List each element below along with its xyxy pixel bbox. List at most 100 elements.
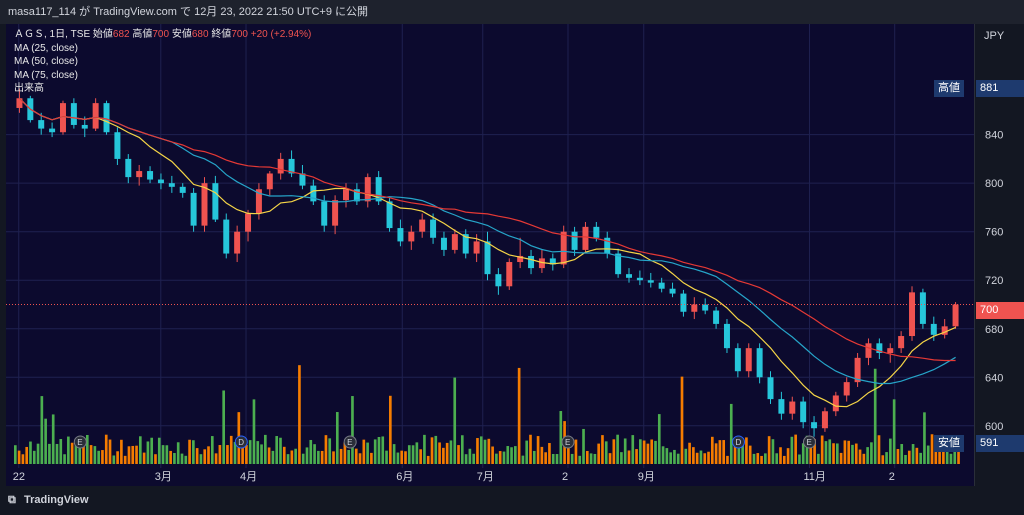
- y-tick-label: 720: [985, 275, 1003, 287]
- candle-body: [919, 292, 926, 324]
- tradingview-logo[interactable]: ⧉ TradingView: [8, 494, 89, 507]
- volume-bar: [127, 446, 131, 464]
- volume-bar: [309, 439, 313, 464]
- chart-pane[interactable]: 22 3月 4月 6月 7月 2 9月 11月 2 E D E E D E: [6, 24, 974, 486]
- volume-bar: [809, 444, 813, 464]
- volume-bar: [260, 444, 263, 464]
- volume-bar: [70, 442, 74, 464]
- volume-bar: [748, 445, 752, 464]
- volume-bar: [570, 453, 574, 464]
- volume-bar: [135, 445, 138, 464]
- candlestick-chart[interactable]: 22 3月 4月 6月 7月 2 9月 11月 2 E D E E D E: [6, 24, 974, 486]
- publish-header: masa117_114 が TradingView.com で 12月 23, …: [0, 0, 1024, 24]
- volume-bar: [173, 452, 176, 464]
- volume-bar: [389, 395, 392, 464]
- volume-bar: [707, 451, 710, 464]
- volume-bar: [942, 441, 945, 464]
- volume-bar: [131, 445, 135, 464]
- volume-bar: [460, 435, 464, 464]
- volume-bar: [923, 412, 926, 464]
- volume-bar: [548, 443, 551, 464]
- volume-bar: [953, 448, 957, 464]
- volume-bar: [820, 435, 824, 464]
- candle-body: [832, 395, 839, 412]
- volume-bar: [366, 442, 369, 464]
- volume-bar: [476, 438, 479, 464]
- candle-body: [647, 280, 654, 283]
- volume-bar: [313, 444, 316, 464]
- volume-bar: [487, 438, 491, 464]
- volume-bar: [150, 437, 154, 464]
- volume-bar: [957, 444, 960, 464]
- volume-bar: [635, 449, 638, 464]
- volume-bar: [832, 443, 835, 464]
- volume-bar: [21, 454, 25, 464]
- volume-bar: [862, 453, 866, 464]
- volume-bar: [904, 454, 907, 464]
- volume-bar: [40, 396, 44, 464]
- volume-bar: [241, 447, 244, 464]
- legend-close-label: 終値: [211, 29, 232, 40]
- volume-bar: [430, 437, 434, 464]
- volume-bar: [900, 444, 904, 464]
- candle-body: [756, 348, 763, 378]
- candle-body: [147, 171, 154, 180]
- candle-body: [876, 343, 883, 354]
- volume-bar: [604, 441, 608, 464]
- volume-bar: [764, 453, 767, 464]
- volume-bar: [514, 446, 517, 464]
- volume-bar: [294, 448, 297, 464]
- tradingview-brand: TradingView: [24, 494, 89, 506]
- volume-bar: [101, 450, 104, 464]
- volume-bar: [510, 447, 513, 464]
- price-axis[interactable]: 600 640 680 720 760 800 840: [974, 24, 1024, 486]
- candle-body: [70, 103, 77, 125]
- candle-body: [778, 399, 785, 414]
- legend-low-label: 安値: [171, 29, 192, 40]
- volume-bar: [885, 452, 888, 464]
- volume-bar: [949, 453, 953, 464]
- candle-body: [528, 255, 535, 269]
- legend-ma50[interactable]: MA (50, close): [14, 56, 78, 67]
- ma75-line: [18, 97, 956, 362]
- volume-bar: [491, 446, 494, 464]
- candle-body: [506, 262, 513, 287]
- legend-close: 700: [231, 29, 248, 40]
- volume-bar: [74, 441, 78, 464]
- volume-bar: [55, 443, 59, 464]
- y-tick-label: 840: [985, 130, 1003, 142]
- tradingview-icon: ⧉: [8, 494, 16, 506]
- candle-body: [81, 124, 88, 129]
- legend-ma75[interactable]: MA (75, close): [14, 69, 78, 81]
- volume-bar: [354, 448, 358, 464]
- candle-body: [375, 177, 382, 202]
- candle-body: [179, 186, 186, 193]
- volume-bar: [286, 454, 290, 464]
- volume-bar: [756, 453, 760, 464]
- candle-body: [277, 158, 284, 174]
- volume-bar: [36, 443, 40, 464]
- volume-bar: [680, 376, 684, 464]
- volume-bar: [714, 443, 718, 464]
- volume-bar: [945, 448, 949, 464]
- candle-body: [343, 189, 349, 201]
- volume-bar: [176, 442, 180, 464]
- volume-bar: [381, 436, 385, 464]
- volume-bar: [404, 451, 407, 464]
- volume-bar: [684, 448, 688, 464]
- legend-ma25[interactable]: MA (25, close): [14, 42, 78, 54]
- volume-bar: [207, 446, 210, 464]
- volume-bar: [646, 443, 650, 464]
- volume-bar: [627, 450, 631, 464]
- volume-bar: [669, 452, 672, 464]
- candle-body: [168, 183, 175, 187]
- volume-bar: [805, 435, 809, 464]
- volume-bar: [282, 446, 286, 464]
- x-tick-label: 6月: [396, 471, 413, 483]
- volume-bar: [362, 439, 366, 464]
- legend-volume[interactable]: 出来高: [14, 83, 44, 94]
- volume-bar: [351, 396, 354, 464]
- volume-bar: [385, 450, 388, 464]
- volume-bar: [271, 450, 275, 464]
- candle-body: [702, 304, 709, 311]
